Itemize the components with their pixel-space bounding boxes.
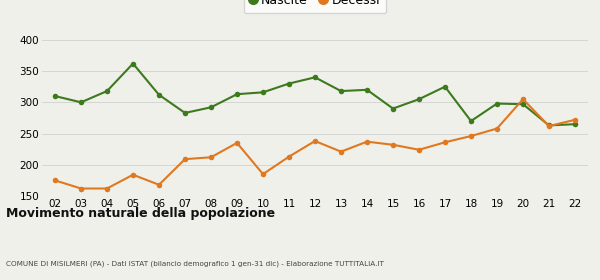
Decessi: [493, 127, 500, 130]
Decessi: [467, 134, 475, 138]
Decessi: [130, 173, 137, 176]
Nascite: [389, 107, 397, 110]
Legend: Nascite, Decessi: Nascite, Decessi: [244, 0, 386, 13]
Decessi: [364, 140, 371, 143]
Nascite: [155, 93, 163, 97]
Nascite: [130, 62, 137, 65]
Nascite: [103, 89, 110, 93]
Nascite: [467, 119, 475, 123]
Nascite: [52, 94, 59, 98]
Nascite: [181, 111, 188, 115]
Nascite: [259, 91, 266, 94]
Nascite: [545, 124, 553, 127]
Decessi: [155, 183, 163, 186]
Nascite: [208, 106, 215, 109]
Text: Movimento naturale della popolazione: Movimento naturale della popolazione: [6, 207, 275, 220]
Decessi: [77, 187, 85, 190]
Text: COMUNE DI MISILMERI (PA) - Dati ISTAT (bilancio demografico 1 gen-31 dic) - Elab: COMUNE DI MISILMERI (PA) - Dati ISTAT (b…: [6, 260, 384, 267]
Nascite: [364, 88, 371, 92]
Decessi: [208, 156, 215, 159]
Nascite: [415, 97, 422, 101]
Nascite: [442, 85, 449, 88]
Nascite: [493, 102, 500, 105]
Decessi: [311, 139, 319, 143]
Decessi: [520, 97, 527, 101]
Nascite: [77, 101, 85, 104]
Nascite: [337, 89, 344, 93]
Nascite: [233, 92, 241, 96]
Decessi: [259, 172, 266, 176]
Decessi: [233, 141, 241, 144]
Decessi: [389, 143, 397, 146]
Decessi: [415, 148, 422, 151]
Decessi: [545, 124, 553, 128]
Nascite: [520, 102, 527, 106]
Decessi: [571, 118, 578, 122]
Nascite: [286, 82, 293, 85]
Decessi: [52, 179, 59, 182]
Decessi: [337, 150, 344, 153]
Decessi: [181, 157, 188, 161]
Line: Nascite: Nascite: [52, 61, 578, 128]
Decessi: [286, 155, 293, 158]
Nascite: [571, 122, 578, 126]
Decessi: [442, 141, 449, 144]
Line: Decessi: Decessi: [52, 96, 578, 191]
Nascite: [311, 76, 319, 79]
Decessi: [103, 187, 110, 190]
